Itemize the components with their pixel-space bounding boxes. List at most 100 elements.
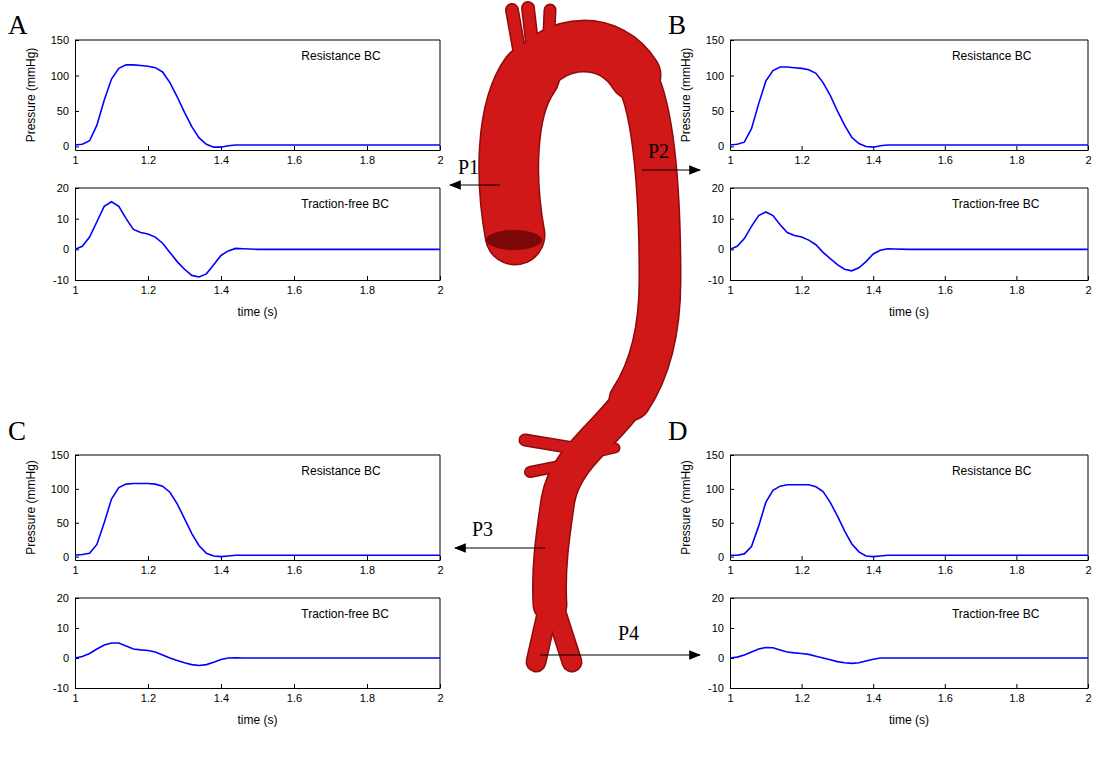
tick: 50 [712,517,734,529]
x-axis: 11.21.41.61.82 [72,276,443,296]
tick-mark [802,556,803,560]
tick-label: -10 [53,682,69,694]
point-label: P1 [458,156,479,178]
axis-line [730,599,731,689]
frame [440,188,441,280]
tick-label: 1.2 [141,564,156,576]
tick-label: 1.6 [287,692,302,704]
plot-background [730,188,1088,280]
tick-mark [1016,276,1017,280]
vessel-outline [630,75,660,400]
tick-mark [1016,146,1017,150]
tick-mark [75,489,79,490]
pressure-line [75,643,440,666]
frame [1088,598,1089,688]
y-axis: 050100150 [706,449,734,563]
tick-mark [294,684,295,688]
tick-mark [873,276,874,280]
tick: 1.8 [1009,146,1024,166]
tick: -10 [53,682,79,694]
tick: 1.2 [141,556,156,576]
tick-mark [75,146,79,147]
tick-mark [367,556,368,560]
tick: 150 [706,34,734,46]
axis-line [76,560,441,561]
marks [730,67,1088,147]
tick: 10 [57,213,79,225]
tick-mark [75,75,79,76]
tick-label: 0 [63,140,69,152]
tick-label: 1 [72,692,78,704]
tick-label: 1.4 [214,564,229,576]
tick-mark [730,557,734,558]
tick: 0 [718,551,734,563]
marks [730,212,1088,271]
axis-line [76,688,441,689]
tick-mark [802,684,803,688]
pressure-line [730,648,1088,664]
tick-mark [730,146,734,147]
tick-mark [294,556,295,560]
y-axis-title: Pressure (mmHg) [679,460,693,555]
tick-mark [945,684,946,688]
tick-mark [730,111,734,112]
tick: 50 [712,105,734,117]
tick: 1.4 [866,276,881,296]
tick-mark [148,146,149,150]
tick-label: 0 [718,243,724,255]
tick-mark [294,276,295,280]
tick: -10 [708,274,734,286]
tick-mark [294,146,295,150]
tick-label: 2 [1085,692,1091,704]
tick-label: 20 [712,182,724,194]
tick: 1.4 [214,146,229,166]
tick-label: 0 [718,551,724,563]
plot-background [75,455,440,560]
tick: 1.6 [938,684,953,704]
point-label: P2 [648,140,669,162]
tick-label: 0 [63,243,69,255]
tick-mark [148,276,149,280]
plot-title: Resistance BC [301,49,381,63]
frame [440,40,441,150]
tick-mark [802,146,803,150]
tick-label: 1.4 [214,284,229,296]
frame [1088,40,1089,150]
plot: 11.21.41.61.82050100150Resistance BCPres… [679,449,1092,576]
tick-mark [730,219,734,220]
plot: 11.21.41.61.82-1001020Traction-free BCti… [53,592,443,727]
tick: 1.2 [141,276,156,296]
vessel-opening [486,230,542,250]
tick-label: 20 [57,592,69,604]
pointer-arrow [642,169,700,170]
vessel [549,400,630,605]
y-axis: 050100150 [706,34,734,152]
axis-line [730,456,731,561]
x-axis: 11.21.41.61.82 [727,684,1091,704]
tick: 1.2 [794,146,809,166]
frame [75,455,440,456]
pressure-line [75,483,440,556]
tick-mark [1016,684,1017,688]
tick: 150 [51,449,79,461]
plot-background [75,598,440,688]
y-axis: 050100150 [51,34,79,152]
plot-title: Traction-free BC [952,197,1040,211]
tick-label: 150 [51,449,69,461]
tick-label: 1.4 [866,284,881,296]
tick-label: 1 [72,154,78,166]
tick-label: 50 [712,517,724,529]
frame [440,598,441,688]
tick: -10 [53,274,79,286]
tick-label: 150 [51,34,69,46]
panel-label: D [668,416,688,446]
figure: P1P2P3P4ABCD11.21.41.61.82050100150Resis… [0,0,1102,776]
tick: 1.6 [287,276,302,296]
tick-mark [221,684,222,688]
axis-line [730,189,731,281]
tick-label: 20 [712,592,724,604]
tick-label: 100 [51,483,69,495]
tick: 1.6 [287,146,302,166]
tick-label: 1.8 [1009,692,1024,704]
tick-label: 1.4 [866,564,881,576]
